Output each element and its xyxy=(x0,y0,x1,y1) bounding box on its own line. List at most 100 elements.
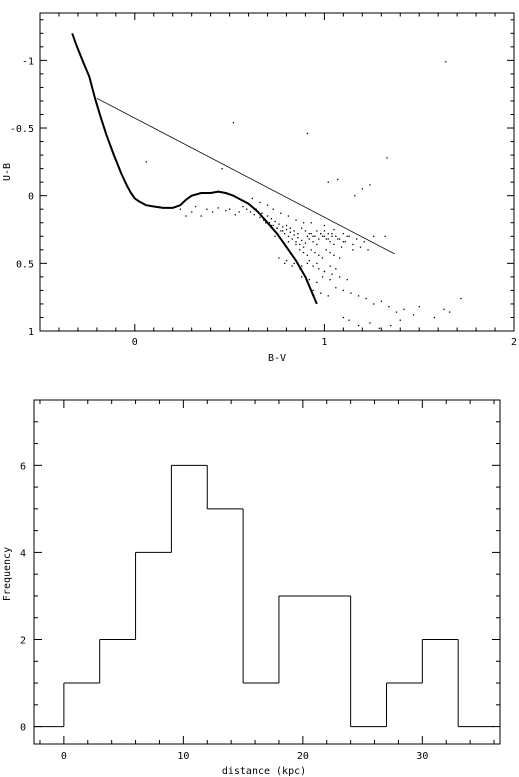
data-point xyxy=(325,238,327,240)
data-point xyxy=(266,215,269,217)
data-point xyxy=(350,292,352,294)
tick-marks xyxy=(34,400,500,744)
data-point xyxy=(194,205,197,208)
x-tick-label: 2 xyxy=(511,337,517,348)
data-point xyxy=(306,235,309,237)
data-point xyxy=(259,201,261,204)
data-point xyxy=(316,230,318,232)
data-point xyxy=(308,232,310,235)
tick-marks xyxy=(40,13,514,332)
data-point xyxy=(331,235,333,237)
data-point xyxy=(185,215,187,217)
data-point xyxy=(337,238,339,240)
data-point xyxy=(145,161,147,163)
distance-histogram: 0 10 20 30 0 2 4 6 distance (kpc) Frequency xyxy=(2,399,501,777)
data-point xyxy=(399,319,401,321)
data-point xyxy=(321,257,324,259)
histogram-steps xyxy=(34,464,495,728)
data-point xyxy=(318,254,320,256)
data-point xyxy=(388,306,390,308)
color-color-plot: 0 1 2 -1 -0.5 0 0.5 1 B-V U-B xyxy=(2,12,517,364)
intrinsic-color-curve xyxy=(71,32,318,305)
data-point xyxy=(348,319,350,321)
data-point xyxy=(340,246,343,248)
data-point xyxy=(299,249,301,251)
data-point xyxy=(259,216,261,219)
data-point xyxy=(327,181,329,183)
data-point xyxy=(217,207,219,209)
data-point xyxy=(448,311,451,313)
data-point xyxy=(342,232,345,235)
data-point xyxy=(295,243,297,246)
data-point xyxy=(335,235,337,237)
reddening-line xyxy=(96,97,395,255)
data-point xyxy=(312,241,314,243)
data-points xyxy=(145,61,462,329)
tick-labels: 0 10 20 30 0 2 4 6 xyxy=(20,461,428,762)
data-point xyxy=(268,222,271,224)
data-point xyxy=(270,224,273,227)
data-point xyxy=(357,295,360,297)
data-point xyxy=(460,297,462,300)
data-point xyxy=(338,238,341,240)
data-point xyxy=(327,232,329,235)
data-point xyxy=(329,251,331,254)
data-point xyxy=(365,297,367,300)
data-point xyxy=(395,311,398,313)
data-point xyxy=(390,324,392,327)
data-point xyxy=(274,220,276,223)
data-point xyxy=(229,208,231,210)
data-point xyxy=(289,227,291,229)
data-point xyxy=(329,278,331,281)
data-point xyxy=(304,242,307,244)
y-axis-label: U-B xyxy=(2,163,13,181)
data-point xyxy=(272,208,274,210)
data-point xyxy=(272,224,274,227)
data-point xyxy=(310,249,312,251)
data-point xyxy=(323,270,326,273)
data-point xyxy=(278,223,280,225)
data-point xyxy=(225,209,227,212)
data-point xyxy=(253,214,255,216)
data-point xyxy=(331,232,333,235)
data-point xyxy=(363,241,365,243)
data-point xyxy=(291,265,293,267)
data-point xyxy=(221,168,223,170)
data-point xyxy=(266,204,269,206)
data-point xyxy=(302,222,305,224)
data-point xyxy=(338,257,341,259)
data-point xyxy=(354,195,356,197)
y-axis-label: Frequency xyxy=(2,547,13,601)
data-point xyxy=(287,235,290,237)
data-point xyxy=(316,281,318,283)
data-point xyxy=(261,212,263,214)
y-tick-label: 6 xyxy=(20,461,26,472)
data-point xyxy=(179,208,182,210)
data-point xyxy=(301,265,303,267)
data-point xyxy=(320,292,322,294)
data-point xyxy=(200,215,202,217)
data-point xyxy=(344,241,346,243)
data-point xyxy=(348,235,350,237)
data-point xyxy=(302,246,305,248)
data-point xyxy=(331,273,333,275)
data-point xyxy=(335,287,337,289)
data-point xyxy=(308,278,310,281)
y-tick-label: 4 xyxy=(20,548,26,559)
data-point xyxy=(310,232,312,235)
data-point xyxy=(301,227,303,229)
data-point xyxy=(274,235,276,237)
x-axis-label: distance (kpc) xyxy=(222,766,306,777)
y-tick-label: -1 xyxy=(22,56,34,67)
data-point xyxy=(327,238,329,240)
data-point xyxy=(403,308,405,311)
data-point xyxy=(265,222,267,224)
data-point xyxy=(299,243,301,246)
x-axis-label: B-V xyxy=(268,353,286,364)
data-point xyxy=(346,278,348,281)
data-point xyxy=(280,212,282,214)
data-point xyxy=(308,238,310,240)
model-lines xyxy=(71,32,395,305)
data-point xyxy=(282,230,284,232)
